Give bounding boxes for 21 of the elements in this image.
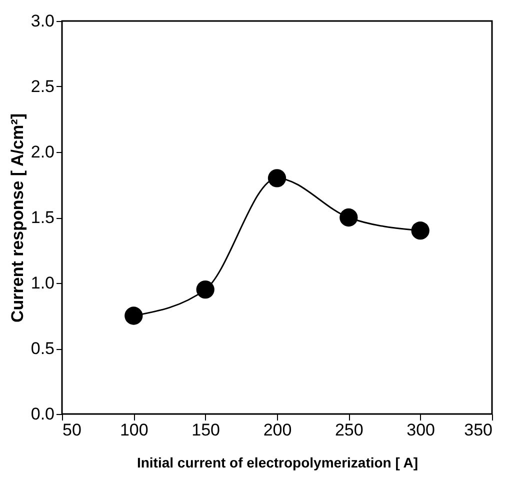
y-tick-label: 2.5 bbox=[30, 77, 54, 96]
y-tick-label: 0.0 bbox=[30, 404, 54, 424]
x-axis-title: Initial current of electropolymerization [ A] bbox=[136, 454, 418, 470]
x-tick-label: 150 bbox=[192, 420, 220, 440]
y-axis-title: Current response [ A/cm²] bbox=[8, 113, 27, 323]
y-tick-label: 3.0 bbox=[30, 12, 54, 30]
point bbox=[411, 222, 430, 240]
y-tick-label: 0.5 bbox=[30, 339, 54, 358]
point bbox=[196, 280, 214, 299]
point bbox=[268, 169, 286, 188]
x-tick-label: 250 bbox=[334, 420, 364, 440]
x-tick-label: 100 bbox=[120, 420, 148, 440]
y-tick-label: 1.0 bbox=[30, 274, 54, 292]
point bbox=[124, 306, 143, 325]
x-tick-label: 200 bbox=[263, 420, 292, 440]
y-tick-label: 2.0 bbox=[30, 142, 54, 162]
y-tick-label: 1.5 bbox=[30, 208, 54, 227]
point bbox=[340, 208, 358, 227]
x-tick-label: 350 bbox=[464, 420, 492, 440]
x-tick-label: 50 bbox=[62, 420, 82, 440]
x-tick-label: 300 bbox=[406, 420, 436, 440]
